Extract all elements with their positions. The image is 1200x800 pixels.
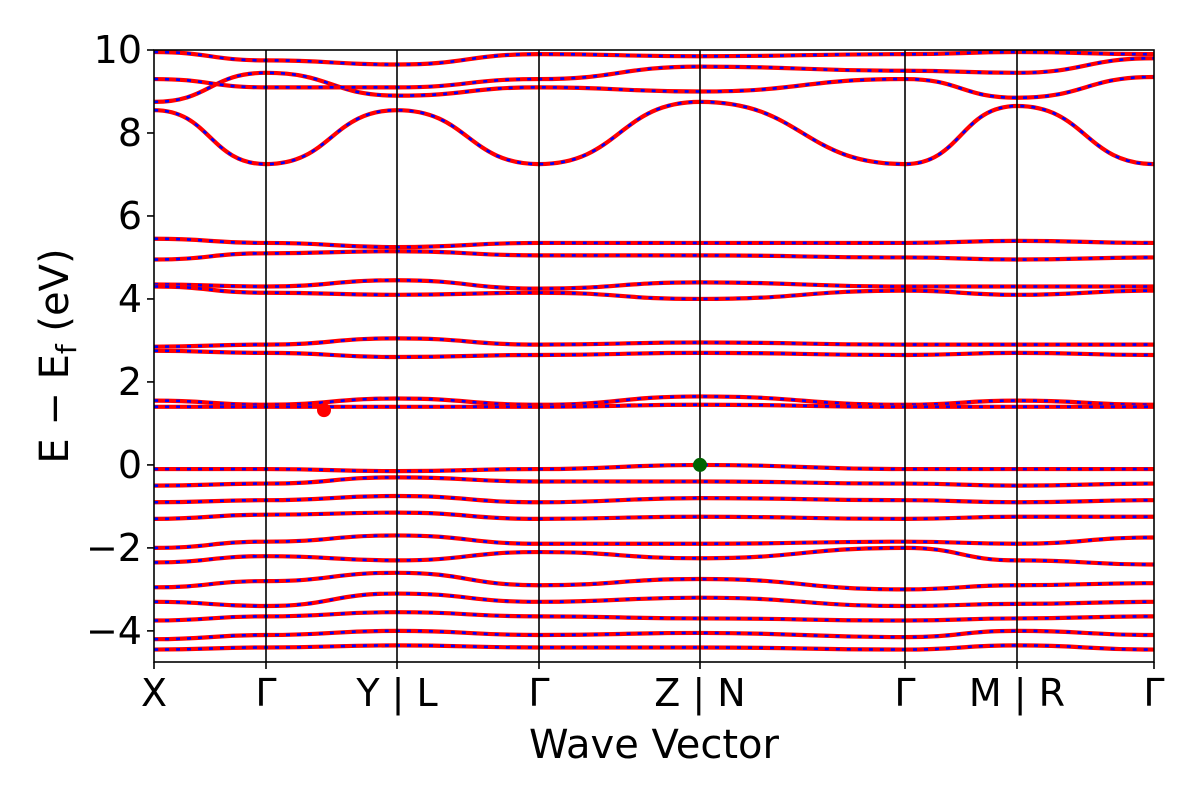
band-line-blue <box>154 534 1154 550</box>
band-line-blue <box>154 494 1154 504</box>
x-tick-label: Γ <box>255 671 276 715</box>
band-line-blue <box>154 571 1154 591</box>
band-line-blue <box>154 249 1154 261</box>
y-tick-label: 6 <box>118 194 142 238</box>
x-tick-label: Γ <box>1143 671 1164 715</box>
x-tick-label: X <box>141 671 167 715</box>
x-tick-label: Γ <box>528 671 549 715</box>
y-tick-label: 10 <box>94 28 142 72</box>
y-axis-label: E − Ef (eV) <box>32 248 83 463</box>
y-tick-label: −2 <box>86 526 142 570</box>
y-axis-label-subscript: f <box>50 343 83 354</box>
y-tick-label: 4 <box>118 277 142 321</box>
band-line-blue <box>154 610 1154 622</box>
plot-background <box>154 50 1154 662</box>
band-line-blue <box>154 56 1154 89</box>
x-axis-label: Wave Vector <box>529 722 780 768</box>
bands-group <box>154 50 1154 652</box>
point-marker <box>693 457 707 472</box>
y-tick-label: 8 <box>118 111 142 155</box>
band-line-blue <box>154 349 1154 359</box>
band-line-blue <box>154 285 1154 301</box>
high-symmetry-lines <box>265 50 1018 662</box>
markers-group <box>317 403 707 472</box>
band-line-blue <box>154 644 1154 651</box>
y-axis-label-unit: (eV) <box>32 248 78 344</box>
band-line-red <box>154 402 1154 409</box>
band-line-red <box>154 545 1154 567</box>
band-line-blue <box>154 337 1154 348</box>
y-tick-label: 2 <box>118 360 142 404</box>
band-line-blue <box>154 395 1154 407</box>
band-line-blue <box>154 278 1154 290</box>
y-tick-label: −4 <box>86 609 142 653</box>
band-line-blue <box>154 511 1154 521</box>
plot-frame <box>153 49 1155 663</box>
plot-area <box>153 49 1155 663</box>
band-line-blue <box>154 50 1154 66</box>
point-marker <box>317 403 331 418</box>
band-line-blue <box>154 237 1154 249</box>
y-axis: −4 −2 0 2 4 6 8 10 <box>86 28 154 653</box>
y-axis-label-main: E − E <box>32 354 78 464</box>
band-line-blue <box>154 463 1154 473</box>
band-line-blue <box>154 592 1154 608</box>
x-axis: X Γ Y | L Γ Z | N Γ M | R Γ <box>141 662 1165 716</box>
x-tick-label: Y | L <box>355 671 437 716</box>
band-line-red <box>154 99 1154 167</box>
x-tick-label: Z | N <box>654 671 745 716</box>
band-line-red <box>154 70 1154 104</box>
y-tick-label: 0 <box>118 443 142 487</box>
band-line-blue <box>154 476 1154 487</box>
x-tick-label: Γ <box>894 671 915 715</box>
x-tick-label: M | R <box>969 671 1065 716</box>
band-line-blue <box>154 629 1154 641</box>
